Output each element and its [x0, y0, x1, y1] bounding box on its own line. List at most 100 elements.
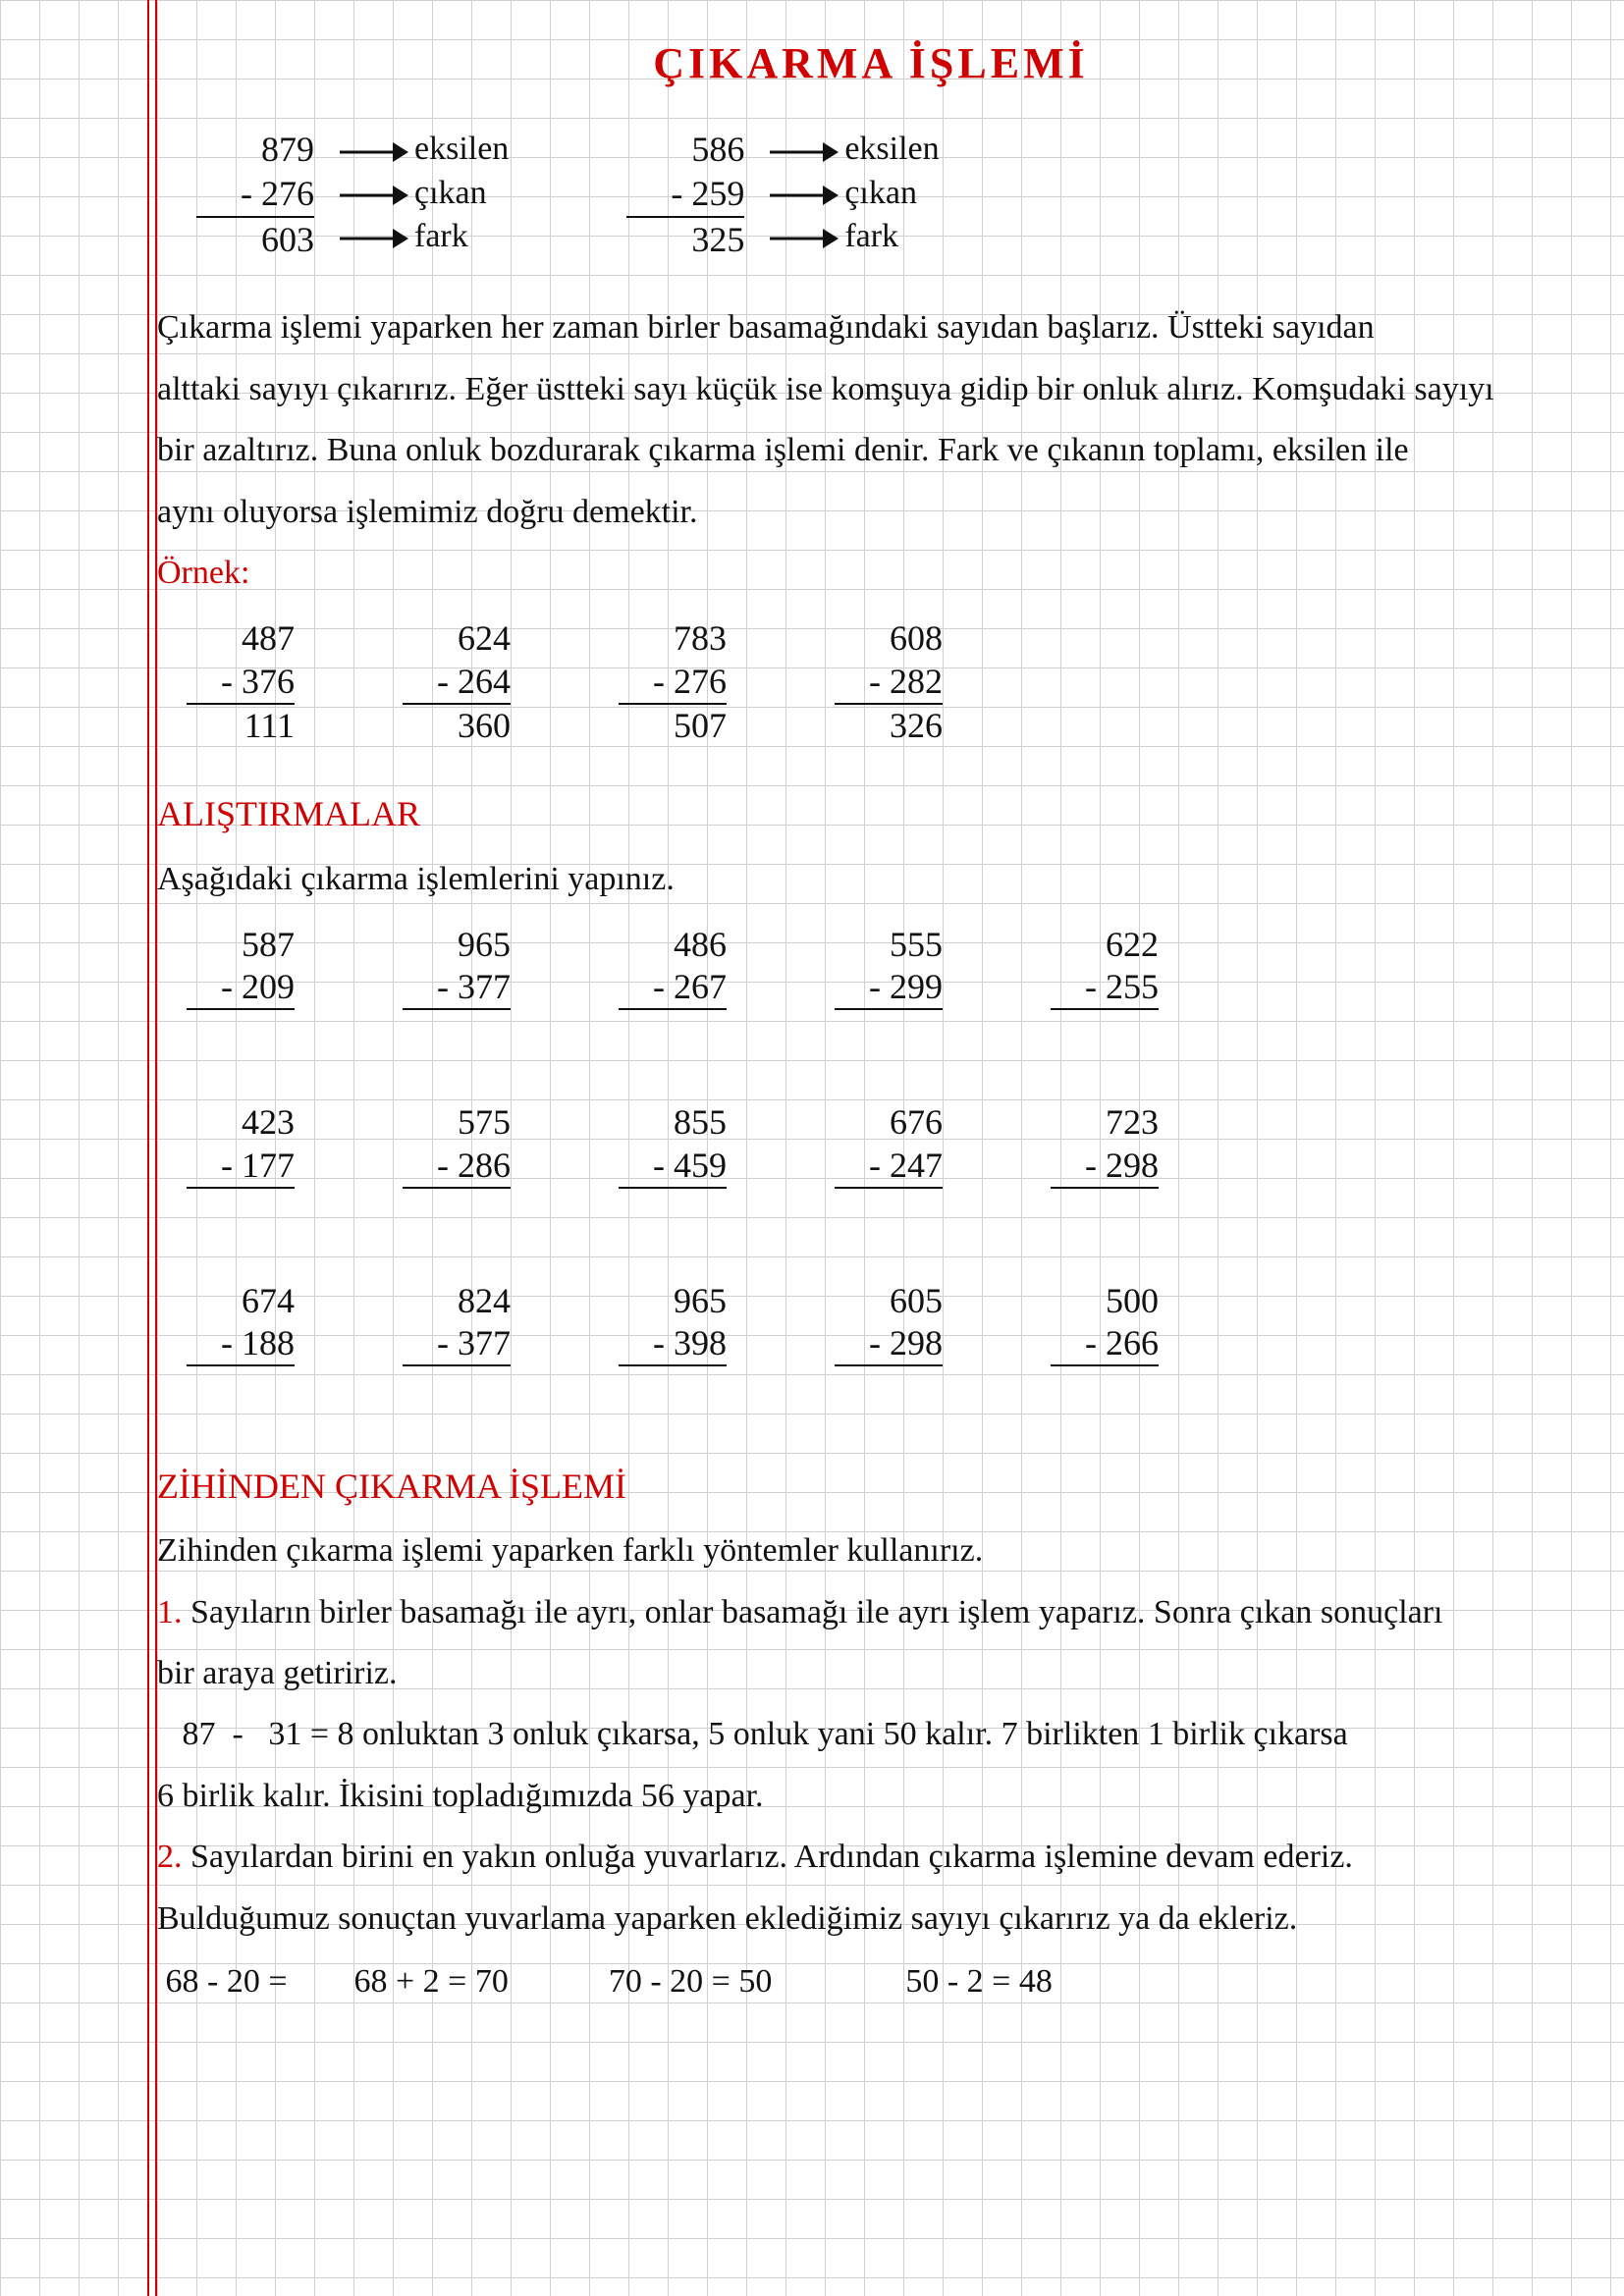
method-2-line-1: 2. Sayılardan birini en yakın onluğa yuv… — [157, 1831, 1585, 1884]
exercise-item: 575286 — [403, 1101, 511, 1231]
exercise-row: 674188 824377 965398 605298 500266 — [187, 1280, 1585, 1410]
method-2-equation: 68 - 20 = 68 + 2 = 70 70 - 20 = 50 50 - … — [157, 1955, 1585, 2008]
result-blank — [1051, 1366, 1159, 1409]
intro-sub-1-labels: eksilen çıkan fark — [334, 128, 509, 258]
method-1-line-1: 1. Sayıların birler basamağı ile ayrı, o… — [157, 1586, 1585, 1639]
label-subtrahend: çıkan — [414, 175, 487, 211]
intro-sub-1: 879 276 603 eksilen çıkan fark — [196, 128, 509, 262]
b: 282 — [835, 661, 943, 705]
method-1-number: 1. — [157, 1594, 183, 1630]
method-2-number: 2. — [157, 1839, 183, 1875]
exercise-item: 605298 — [835, 1280, 943, 1410]
subtrahend: 247 — [835, 1145, 943, 1189]
difference: 603 — [196, 218, 314, 262]
method-1-text-a: Sayıların birler basamağı ile ayrı, onla… — [183, 1594, 1443, 1630]
r: 326 — [835, 705, 943, 747]
exercise-row: 423177 575286 855459 676247 723298 — [187, 1101, 1585, 1231]
page-title: ÇIKARMA İŞLEMİ — [157, 29, 1585, 98]
minuend: 676 — [835, 1101, 943, 1144]
ornek-4: 608 282 326 — [835, 617, 943, 747]
explain-line-3: bir azaltırız. Buna onluk bozdurarak çık… — [157, 424, 1585, 477]
result-blank — [835, 1189, 943, 1231]
result-blank — [403, 1366, 511, 1409]
subtrahend: 299 — [835, 966, 943, 1010]
arrow-icon — [770, 226, 839, 251]
subtrahend: 398 — [619, 1322, 727, 1366]
method-1-line-2: bir araya getiririz. — [157, 1647, 1585, 1700]
result-blank — [187, 1010, 295, 1052]
subtrahend: 298 — [1051, 1145, 1159, 1189]
exercise-item: 676247 — [835, 1101, 943, 1231]
subtrahend: 286 — [403, 1145, 511, 1189]
subtrahend: 209 — [187, 966, 295, 1010]
zihin-heading: ZİHİNDEN ÇIKARMA İŞLEMİ — [157, 1459, 1585, 1516]
minuend: 423 — [187, 1101, 295, 1144]
subtrahend: 298 — [835, 1322, 943, 1366]
subtrahend: 459 — [619, 1145, 727, 1189]
result-blank — [835, 1366, 943, 1409]
arrow-icon — [340, 226, 408, 251]
label-diff: fark — [844, 218, 898, 254]
ornek-3: 783 276 507 — [619, 617, 727, 747]
subtrahend: 276 — [196, 172, 314, 218]
zihin-intro: Zihinden çıkarma işlemi yaparken farklı … — [157, 1524, 1585, 1577]
exercise-row: 587209 965377 486267 555299 622255 — [187, 924, 1585, 1053]
method-2-line-2: Bulduğumuz sonuçtan yuvarlama yaparken e… — [157, 1893, 1585, 1946]
exercise-item: 486267 — [619, 924, 727, 1053]
result-blank — [835, 1010, 943, 1052]
intro-sub-2: 586 259 325 eksilen çıkan fark — [626, 128, 939, 262]
subtrahend: 266 — [1051, 1322, 1159, 1366]
page-content: ÇIKARMA İŞLEMİ 879 276 603 eksilen çıkan… — [157, 29, 1585, 2018]
minuend: 605 — [835, 1280, 943, 1322]
arrow-icon — [340, 139, 408, 165]
minuend: 486 — [619, 924, 727, 966]
result-blank — [187, 1189, 295, 1231]
method-1-example-1: 87 - 31 = 8 onluktan 3 onluk çıkarsa, 5 … — [157, 1708, 1585, 1761]
b: 276 — [619, 661, 727, 705]
arrow-icon — [340, 183, 408, 208]
exercise-item: 500266 — [1051, 1280, 1159, 1410]
minuend: 723 — [1051, 1101, 1159, 1144]
intro-sub-2-numbers: 586 259 325 — [626, 128, 744, 262]
margin-line-left — [147, 0, 149, 2296]
exercise-item: 555299 — [835, 924, 943, 1053]
exercise-item: 622255 — [1051, 924, 1159, 1053]
exercise-item: 965377 — [403, 924, 511, 1053]
ornek-2: 624 264 360 — [403, 617, 511, 747]
minuend: 622 — [1051, 924, 1159, 966]
b: 376 — [187, 661, 295, 705]
explain-line-1: Çıkarma işlemi yaparken her zaman birler… — [157, 301, 1585, 354]
label-subtrahend: çıkan — [844, 175, 917, 211]
arrow-icon — [770, 139, 839, 165]
subtrahend: 255 — [1051, 966, 1159, 1010]
difference: 325 — [626, 218, 744, 262]
intro-examples: 879 276 603 eksilen çıkan fark 586 259 3… — [196, 128, 1585, 262]
minuend: 879 — [196, 128, 314, 172]
subtrahend: 267 — [619, 966, 727, 1010]
a: 487 — [187, 617, 295, 660]
explain-line-4: aynı oluyorsa işlemimiz doğru demektir. — [157, 486, 1585, 539]
ornek-1: 487 376 111 — [187, 617, 295, 747]
exercises: 587209 965377 486267 555299 622255 42317… — [157, 924, 1585, 1410]
exercise-item: 723298 — [1051, 1101, 1159, 1231]
a: 624 — [403, 617, 511, 660]
exercise-item: 824377 — [403, 1280, 511, 1410]
minuend: 586 — [626, 128, 744, 172]
subtrahend: 377 — [403, 1322, 511, 1366]
a: 608 — [835, 617, 943, 660]
minuend: 555 — [835, 924, 943, 966]
r: 507 — [619, 705, 727, 747]
minuend: 587 — [187, 924, 295, 966]
exercise-item: 674188 — [187, 1280, 295, 1410]
result-blank — [403, 1189, 511, 1231]
result-blank — [619, 1010, 727, 1052]
ornek-row: 487 376 111 624 264 360 783 276 507 608 … — [187, 617, 1585, 747]
result-blank — [619, 1366, 727, 1409]
r: 360 — [403, 705, 511, 747]
minuend: 965 — [403, 924, 511, 966]
b: 264 — [403, 661, 511, 705]
minuend: 500 — [1051, 1280, 1159, 1322]
label-minuend: eksilen — [414, 131, 509, 167]
ornek-label: Örnek: — [157, 547, 1585, 600]
exercise-item: 965398 — [619, 1280, 727, 1410]
